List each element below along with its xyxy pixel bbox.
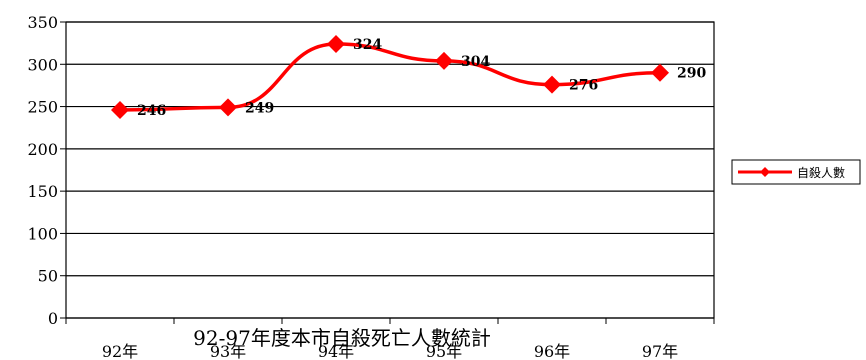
data-point-marker	[651, 63, 669, 82]
data-point-marker	[111, 100, 129, 119]
legend: 自殺人數	[731, 159, 861, 185]
data-point-marker	[219, 98, 237, 117]
y-axis-ticks: 0 50 100 150 200 250 300 350	[27, 13, 66, 328]
legend-diamond-marker	[760, 167, 770, 177]
data-label: 246	[137, 103, 166, 119]
x-tick-label: 92年	[102, 342, 138, 360]
data-point-marker	[435, 51, 453, 70]
data-label: 290	[677, 66, 706, 82]
x-axis-ticks: 92年 93年 94年 95年 96年 97年	[65, 318, 715, 360]
data-label: 276	[569, 78, 598, 94]
grid-lines	[66, 21, 714, 319]
x-tick-label: 97年	[642, 342, 678, 360]
y-tick-label: 250	[27, 98, 58, 117]
y-tick-label: 0	[48, 309, 58, 328]
data-label: 324	[353, 37, 382, 53]
data-point-marker	[327, 34, 345, 53]
y-tick-label: 100	[27, 224, 58, 243]
data-label: 304	[461, 54, 490, 70]
legend-label: 自殺人數	[797, 166, 845, 180]
x-tick-label: 95年	[426, 342, 462, 360]
chart-title: 92-97年度本市自殺死亡人數統計	[193, 326, 491, 350]
x-tick-label: 94年	[318, 342, 354, 360]
y-tick-label: 350	[27, 13, 58, 32]
y-tick-label: 200	[27, 140, 58, 159]
plot-area-frame	[65, 21, 715, 319]
y-tick-label: 50	[38, 267, 58, 286]
data-point-marker	[543, 75, 561, 94]
series-layer: 246 249 324 304 276 290	[111, 34, 706, 119]
data-label: 249	[245, 100, 274, 116]
series: 246 249 324 304 276 290	[111, 34, 706, 119]
x-tick-label: 93年	[210, 342, 246, 360]
y-tick-label: 150	[27, 182, 58, 201]
y-tick-label: 300	[27, 55, 58, 74]
x-tick-label: 96年	[534, 342, 570, 360]
